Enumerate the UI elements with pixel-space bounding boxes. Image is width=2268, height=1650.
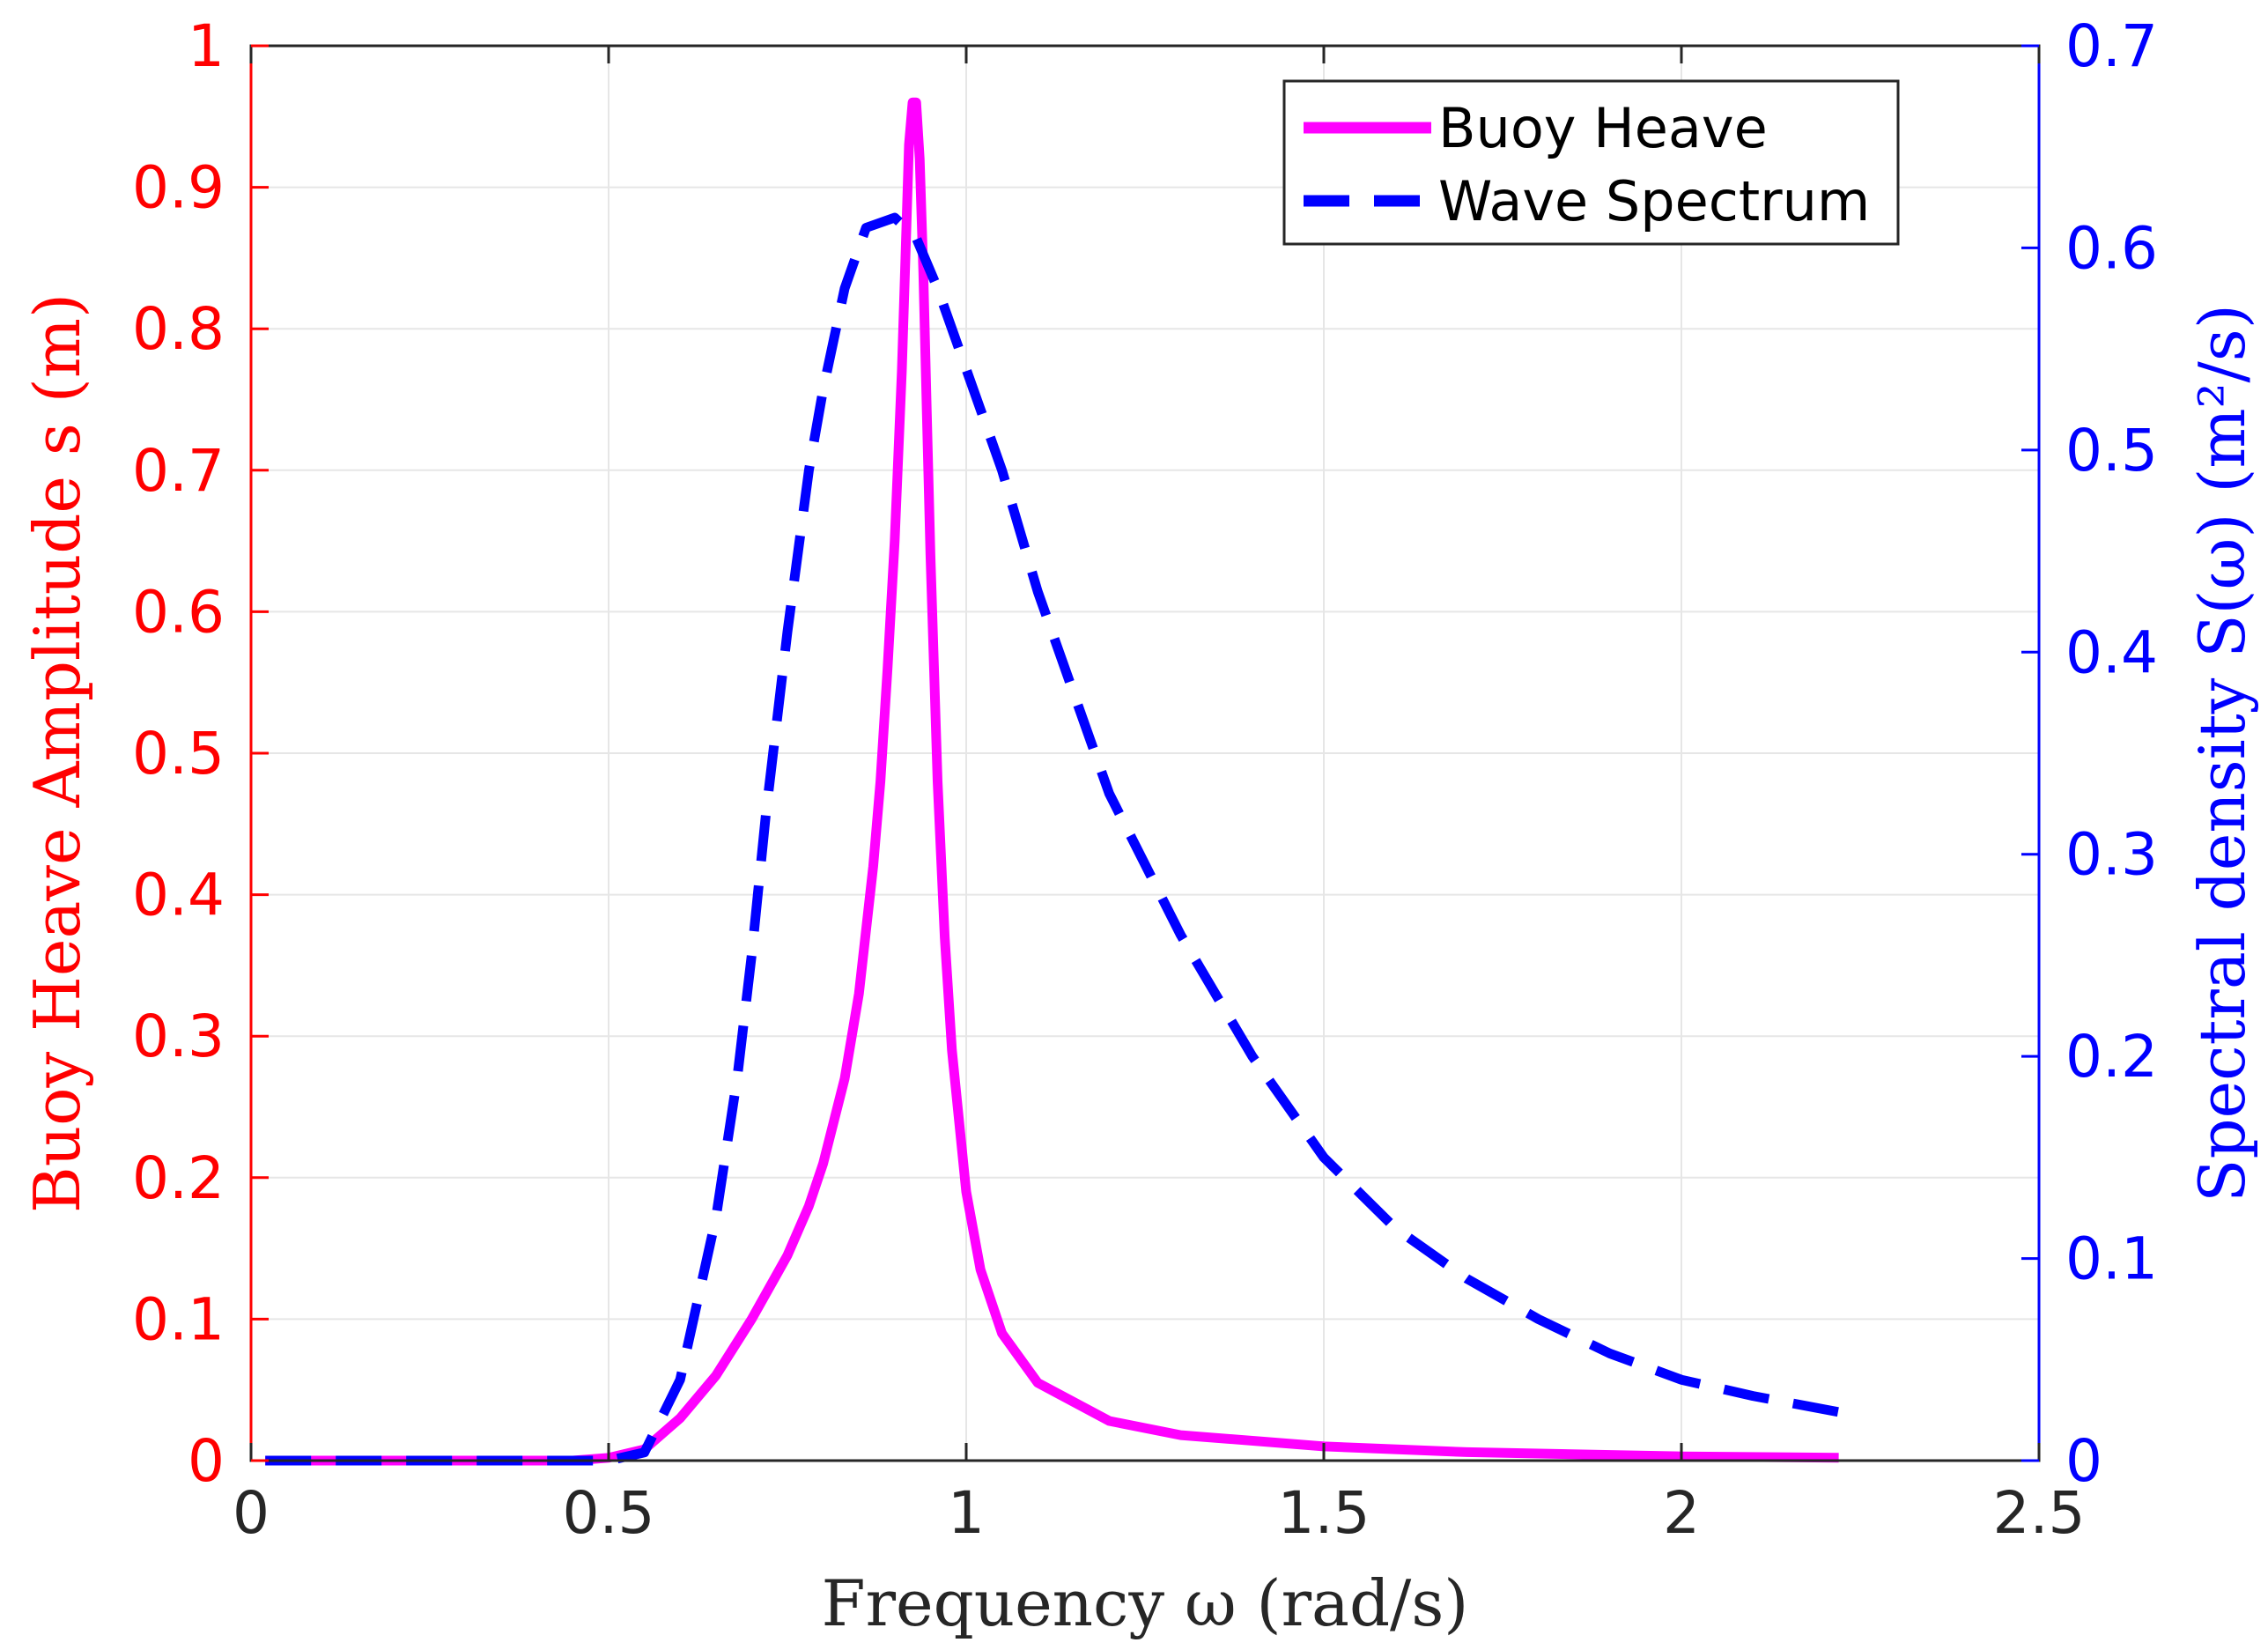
left-tick-label: 0.3: [132, 1003, 225, 1070]
x-tick-label: 2.5: [1993, 1479, 2086, 1547]
left-tick-label: 0.4: [132, 862, 225, 929]
right-tick-label: 0.2: [2065, 1023, 2158, 1091]
buoy-heave-line: [265, 97, 1839, 1466]
left-tick-label: 0.7: [132, 437, 225, 505]
right-tick-label: 0: [2065, 1427, 2102, 1495]
left-tick-label: 0: [188, 1427, 225, 1495]
left-tick-label: 0.9: [132, 154, 225, 222]
legend-spectrum-label: Wave Spectrum: [1438, 169, 1870, 233]
ticks: 0 0.5 1 1.5 2 2.500.10.20.30.40.50.60.70.80.9…: [132, 12, 2158, 1547]
series-layer: [265, 97, 1840, 1466]
right-tick-label: 0.1: [2065, 1225, 2158, 1293]
legend: Buoy Heave Wave Spectrum: [1282, 79, 1900, 246]
left-tick-label: 1: [188, 12, 225, 80]
left-tick-label: 0.5: [132, 720, 225, 788]
x-tick-label: 0: [233, 1479, 270, 1547]
right-tick-label: 0.3: [2065, 821, 2158, 889]
x-tick-label: 1.5: [1278, 1479, 1370, 1547]
x-tick-label: 2: [1663, 1479, 1700, 1547]
right-tick-label: 0.4: [2065, 618, 2158, 686]
right-tick-label: 0.6: [2065, 214, 2158, 282]
left-tick-label: 0.8: [132, 295, 225, 363]
x-axis-label: Frequency ω (rad/s): [822, 1566, 1469, 1640]
left-y-axis-label: Buoy Heave Amplitude s (m): [20, 293, 94, 1213]
right-tick-label: 0.7: [2065, 12, 2158, 80]
x-tick-label: 0.5: [563, 1479, 655, 1547]
wave-spectrum-line: [265, 212, 1840, 1466]
left-tick-label: 0.2: [132, 1144, 225, 1212]
left-tick-label: 0.6: [132, 578, 225, 646]
legend-box: [1282, 79, 1900, 246]
left-tick-label: 0.1: [132, 1285, 225, 1353]
right-y-axis-label: Spectral density S(ω) (m²/s): [2185, 304, 2259, 1202]
legend-heave-label: Buoy Heave: [1438, 96, 1768, 160]
right-tick-label: 0.5: [2065, 417, 2158, 485]
x-tick-label: 1: [948, 1479, 985, 1547]
